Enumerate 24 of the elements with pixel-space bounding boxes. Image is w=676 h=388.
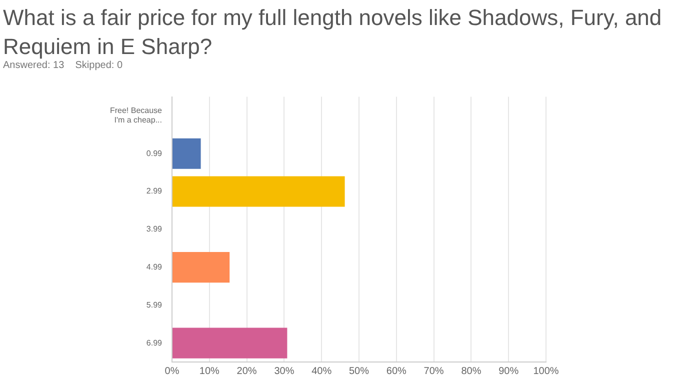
y-tick-label: 0.99	[146, 148, 163, 158]
y-tick-label: 6.99	[146, 338, 163, 348]
y-tick-label: 2.99	[146, 186, 163, 196]
y-tick-label: 3.99	[146, 224, 163, 234]
x-tick-label: 90%	[498, 366, 519, 377]
bar	[172, 176, 345, 207]
x-tick-label: 80%	[461, 366, 482, 377]
x-tick-label: 50%	[348, 366, 370, 377]
x-tick-label: 30%	[274, 366, 294, 377]
x-tick-label: 60%	[386, 366, 407, 377]
chart-title: What is a fair price for my full length novels like Shadows, Fury, and Requiem in E Sharp?	[3, 4, 663, 60]
bar	[172, 328, 288, 358]
x-tick-label: 0%	[164, 366, 180, 377]
y-tick-label: 4.99	[146, 262, 163, 272]
x-tick-label: 70%	[424, 366, 444, 377]
x-tick-label: 100%	[533, 366, 559, 377]
bar	[172, 138, 201, 169]
x-tick-label: 20%	[236, 366, 257, 377]
y-tick-label: 5.99	[146, 300, 163, 310]
bar	[172, 252, 230, 283]
x-tick-label: 10%	[199, 366, 220, 377]
y-tick-label: Free! Because I'm a cheap...	[110, 106, 163, 125]
x-tick-label: 40%	[312, 366, 332, 377]
text: Answered: 13 Skipped: 0	[3, 60, 123, 71]
